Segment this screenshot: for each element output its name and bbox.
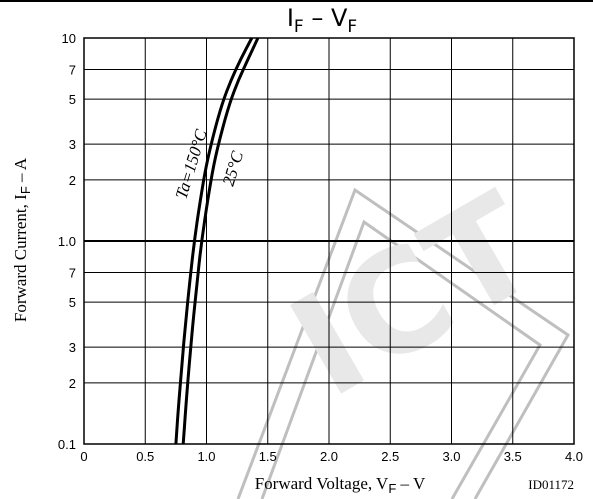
series-line-25c xyxy=(181,37,260,445)
y-tick-label: 7 xyxy=(69,62,76,77)
x-tick-label: 3.5 xyxy=(504,449,522,464)
plot-frame xyxy=(83,37,575,445)
series-label-150c: Ta=150°C xyxy=(172,127,211,202)
y-tick-label: 3 xyxy=(69,137,76,152)
y-tick-label: 1.0 xyxy=(58,234,76,249)
y-tick-label: 10 xyxy=(62,31,76,46)
drawing-id: ID01172 xyxy=(528,477,574,492)
x-tick-label: 0.5 xyxy=(136,449,154,464)
curves xyxy=(174,37,260,445)
x-tick-label: 2.0 xyxy=(320,449,338,464)
y-tick-label: 7 xyxy=(69,265,76,280)
chart-title: IF – VF xyxy=(287,4,357,37)
grid xyxy=(83,37,575,445)
y-tick-label: 2 xyxy=(69,376,76,391)
y-tick-label: 3 xyxy=(69,340,76,355)
y-tick-label: 5 xyxy=(69,92,76,107)
y-tick-label: 0.1 xyxy=(58,437,76,452)
top-rule xyxy=(0,0,593,2)
x-axis-label: Forward Voltage, VF – V xyxy=(255,474,426,496)
series-line-150c xyxy=(174,37,254,445)
y-tick-labels: 0.1 2 3 5 7 1.0 2 3 5 7 10 xyxy=(58,31,76,452)
x-tick-label: 3.0 xyxy=(442,449,460,464)
x-tick-label: 1.5 xyxy=(259,449,277,464)
y-tick-label: 2 xyxy=(69,173,76,188)
x-tick-label: 1.0 xyxy=(197,449,215,464)
x-tick-labels: 0 0.5 1.0 1.5 2.0 2.5 3.0 3.5 4.0 xyxy=(80,449,583,464)
x-tick-label: 4.0 xyxy=(565,449,583,464)
x-tick-label: 2.5 xyxy=(381,449,399,464)
series-label-25c: 25°C xyxy=(219,148,248,188)
svg-text:ICT: ICT xyxy=(266,163,564,429)
x-tick-label: 0 xyxy=(80,449,87,464)
y-axis-label: Forward Current, IF – A xyxy=(11,157,33,322)
y-tick-label: 5 xyxy=(69,295,76,310)
